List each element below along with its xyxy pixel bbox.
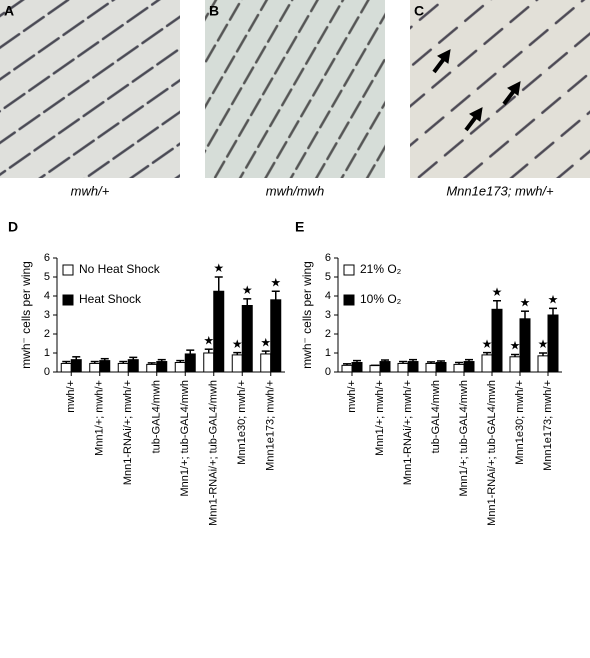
x-tick-label: Mnn1/+; mwh/+: [374, 380, 386, 456]
legend-swatch: [343, 264, 355, 276]
x-tick-label: Mnn1e173; mwh/+: [542, 380, 554, 471]
legend-label: 21% O₂: [360, 262, 402, 276]
significance-star: ★: [520, 295, 531, 309]
y-axis-label: mwh⁻ cells per wing: [300, 261, 314, 369]
legend-label: Heat Shock: [79, 292, 142, 306]
bar: [519, 318, 531, 373]
bar: [260, 353, 272, 373]
x-tick-label: tub-GAL4/mwh: [151, 380, 163, 453]
bar: [89, 362, 101, 373]
y-tick-label: 2: [44, 328, 50, 340]
bar: [99, 360, 111, 373]
x-tick-label: Mnn1e30; mwh/+: [514, 380, 526, 465]
legend-swatch: [62, 294, 74, 306]
x-tick-label: Mnn1e173; mwh/+: [265, 380, 277, 471]
x-tick-label: Mnn1/+; tub-GAL4/mwh: [179, 380, 191, 496]
x-tick-label: Mnn1/+; tub-GAL4/mwh: [458, 380, 470, 496]
significance-star: ★: [492, 285, 503, 299]
caption: mwh/mwh: [266, 183, 325, 198]
photo: [410, 0, 590, 178]
y-tick-label: 5: [325, 271, 331, 283]
y-tick-label: 3: [325, 309, 331, 321]
significance-star: ★: [510, 339, 521, 353]
bar: [407, 361, 419, 373]
x-tick-label: mwh/+: [346, 380, 358, 413]
caption: mwh/+: [71, 183, 110, 198]
significance-star: ★: [242, 283, 253, 297]
x-tick-label: tub-GAL4/mwh: [430, 380, 442, 453]
x-tick-label: Mnn1e30; mwh/+: [236, 380, 248, 465]
y-tick-label: 3: [44, 309, 50, 321]
bar: [463, 361, 475, 373]
bar: [174, 362, 186, 373]
y-tick-label: 0: [325, 366, 331, 378]
bar: [491, 308, 503, 373]
bar: [231, 354, 243, 373]
x-tick-label: Mnn1/+; mwh/+: [94, 380, 106, 456]
significance-star: ★: [213, 261, 224, 275]
x-tick-label: mwh/+: [65, 380, 77, 413]
x-tick-label: Mnn1-RNAi/+; mwh/+: [402, 380, 414, 485]
panel-label: E: [295, 219, 304, 235]
bar: [184, 353, 196, 373]
bar: [270, 299, 282, 373]
significance-star: ★: [270, 275, 281, 289]
bar: [547, 314, 559, 373]
bar: [127, 359, 139, 373]
arrows: [432, 49, 521, 132]
bar: [341, 364, 353, 373]
y-tick-label: 5: [44, 271, 50, 283]
y-tick-label: 1: [325, 347, 331, 359]
bar: [379, 361, 391, 373]
y-axis-label: mwh⁻ cells per wing: [19, 261, 33, 369]
legend-swatch: [62, 264, 74, 276]
bar: [203, 352, 215, 373]
bar: [156, 361, 168, 373]
bar: [537, 355, 549, 373]
y-tick-label: 1: [44, 347, 50, 359]
legend-label: No Heat Shock: [79, 262, 161, 276]
legend-swatch: [343, 294, 355, 306]
significance-star: ★: [538, 337, 549, 351]
y-tick-label: 2: [325, 328, 331, 340]
bar: [369, 364, 381, 373]
bar: [481, 354, 493, 373]
bar: [351, 362, 363, 373]
significance-star: ★: [232, 337, 243, 351]
y-tick-label: 4: [325, 290, 331, 302]
significance-star: ★: [260, 335, 271, 349]
bar: [213, 290, 225, 373]
panel-label: A: [4, 3, 14, 19]
y-tick-label: 6: [44, 252, 50, 264]
y-tick-label: 0: [44, 366, 50, 378]
bar: [453, 363, 465, 373]
y-tick-label: 4: [44, 290, 50, 302]
photo: [205, 0, 385, 178]
legend-label: 10% O₂: [360, 292, 402, 306]
significance-star: ★: [203, 333, 214, 347]
panel-label: D: [8, 219, 18, 235]
bar: [117, 362, 129, 373]
bar: [509, 356, 521, 373]
x-tick-label: Mnn1-RNAi/+; mwh/+: [122, 380, 134, 485]
significance-star: ★: [548, 293, 559, 307]
bar: [241, 305, 253, 373]
bar: [70, 359, 82, 373]
y-tick-label: 6: [325, 252, 331, 264]
photo: [0, 0, 180, 178]
panel-label: C: [414, 3, 424, 19]
x-tick-label: Mnn1-RNAi/+; tub-GAL4/mwh: [208, 380, 220, 526]
bar: [60, 362, 72, 373]
x-tick-label: Mnn1-RNAi/+; tub-GAL4/mwh: [486, 380, 498, 526]
caption: Mnn1e173; mwh/+: [446, 183, 554, 198]
bar: [435, 362, 447, 373]
bar: [425, 362, 437, 373]
significance-star: ★: [482, 337, 493, 351]
panel-label: B: [209, 3, 219, 19]
bar: [397, 362, 409, 373]
bar: [146, 363, 158, 373]
